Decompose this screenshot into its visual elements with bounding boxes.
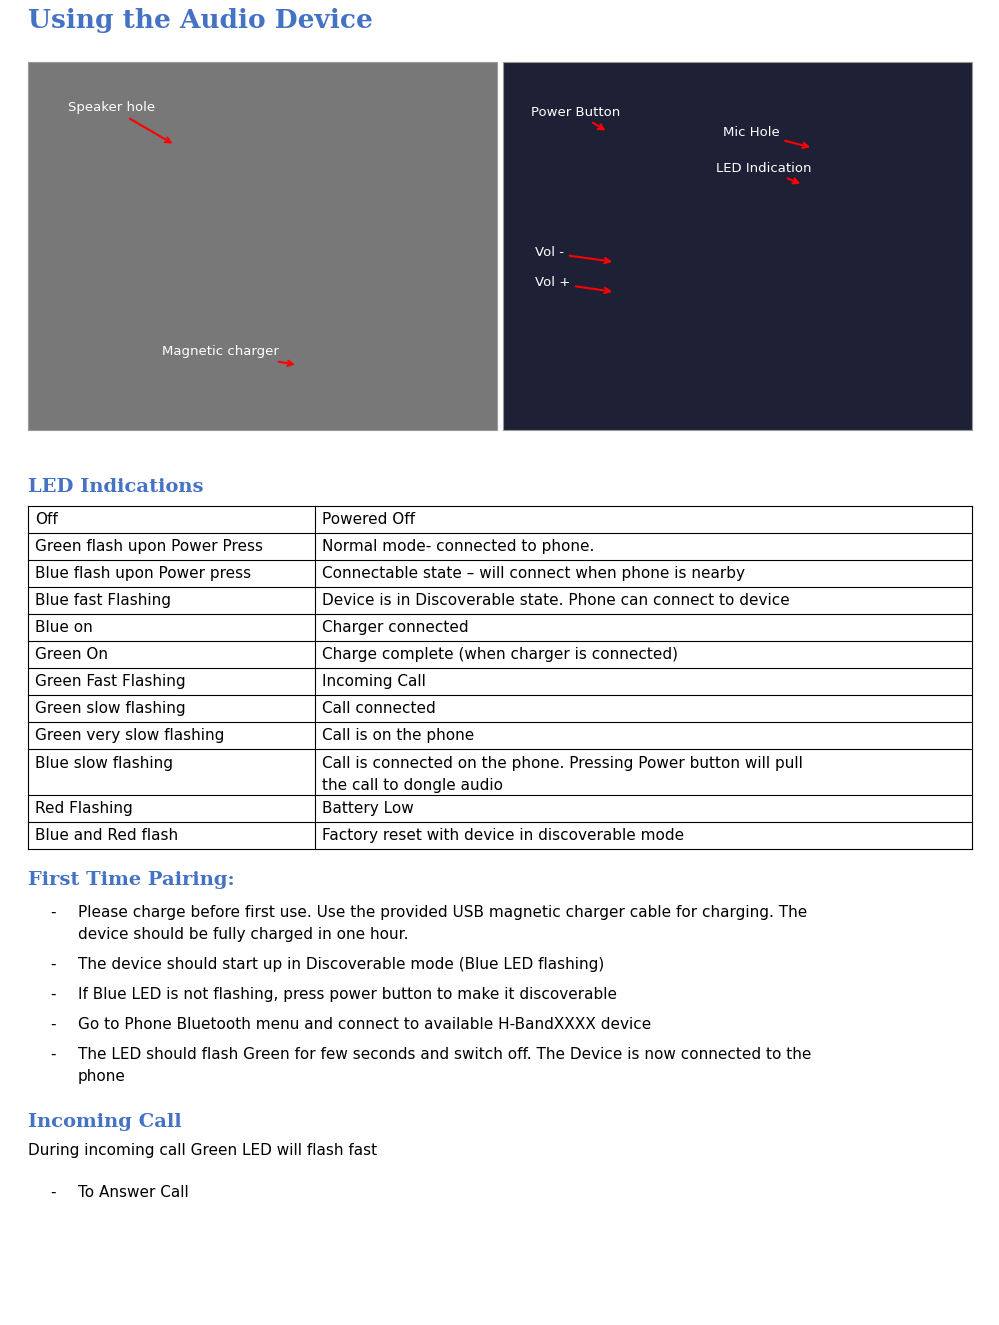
Text: First Time Pairing:: First Time Pairing: (28, 871, 235, 889)
Text: Green flash upon Power Press: Green flash upon Power Press (35, 539, 263, 554)
Text: The LED should flash Green for few seconds and switch off. The Device is now con: The LED should flash Green for few secon… (78, 1047, 811, 1084)
Text: Green Fast Flashing: Green Fast Flashing (35, 674, 186, 689)
Text: Incoming Call: Incoming Call (28, 1113, 182, 1132)
Text: Red Flashing: Red Flashing (35, 802, 133, 816)
Text: -: - (50, 1018, 56, 1032)
Text: Please charge before first use. Use the provided USB magnetic charger cable for : Please charge before first use. Use the … (78, 905, 807, 942)
Text: -: - (50, 957, 56, 973)
Text: -: - (50, 905, 56, 920)
Text: Blue slow flashing: Blue slow flashing (35, 757, 173, 771)
Bar (28, 62, 497, 431)
Text: During incoming call Green LED will flash fast: During incoming call Green LED will flas… (28, 1143, 378, 1158)
Text: Off: Off (35, 511, 58, 527)
Text: -: - (50, 1185, 56, 1200)
Text: Green very slow flashing: Green very slow flashing (35, 727, 225, 743)
Text: Blue and Red flash: Blue and Red flash (35, 828, 178, 843)
Text: Battery Low: Battery Low (322, 802, 414, 816)
Text: Speaker hole: Speaker hole (68, 102, 171, 142)
Text: LED Indication: LED Indication (716, 162, 811, 183)
Text: Blue on: Blue on (35, 620, 93, 635)
Text: Green On: Green On (35, 647, 108, 662)
Text: Magnetic charger: Magnetic charger (162, 346, 293, 366)
Text: Mic Hole: Mic Hole (723, 126, 808, 148)
Text: Normal mode- connected to phone.: Normal mode- connected to phone. (322, 539, 594, 554)
Text: -: - (50, 987, 56, 1002)
Bar (503, 62, 972, 431)
Text: Device is in Discoverable state. Phone can connect to device: Device is in Discoverable state. Phone c… (322, 594, 790, 608)
Text: Powered Off: Powered Off (322, 511, 415, 527)
Text: Call is on the phone: Call is on the phone (322, 727, 475, 743)
Text: Charger connected: Charger connected (322, 620, 469, 635)
Text: Blue fast Flashing: Blue fast Flashing (35, 594, 171, 608)
Text: Vol +: Vol + (535, 277, 610, 293)
Text: Power Button: Power Button (531, 106, 620, 130)
Text: Connectable state – will connect when phone is nearby: Connectable state – will connect when ph… (322, 566, 745, 580)
Text: Vol -: Vol - (535, 246, 610, 264)
Text: If Blue LED is not flashing, press power button to make it discoverable: If Blue LED is not flashing, press power… (78, 987, 617, 1002)
Text: LED Indications: LED Indications (28, 478, 204, 496)
Text: Call is connected on the phone. Pressing Power button will pull
the call to dong: Call is connected on the phone. Pressing… (322, 757, 803, 794)
Text: The device should start up in Discoverable mode (Blue LED flashing): The device should start up in Discoverab… (78, 957, 604, 973)
Text: Blue flash upon Power press: Blue flash upon Power press (35, 566, 251, 580)
Text: Call connected: Call connected (322, 701, 436, 716)
Text: Incoming Call: Incoming Call (322, 674, 426, 689)
Text: Using the Audio Device: Using the Audio Device (28, 8, 373, 33)
Text: Factory reset with device in discoverable mode: Factory reset with device in discoverabl… (322, 828, 684, 843)
Text: -: - (50, 1047, 56, 1063)
Text: Charge complete (when charger is connected): Charge complete (when charger is connect… (322, 647, 678, 662)
Text: To Answer Call: To Answer Call (78, 1185, 189, 1200)
Text: Green slow flashing: Green slow flashing (35, 701, 186, 716)
Text: Go to Phone Bluetooth menu and connect to available H-BandXXXX device: Go to Phone Bluetooth menu and connect t… (78, 1018, 651, 1032)
